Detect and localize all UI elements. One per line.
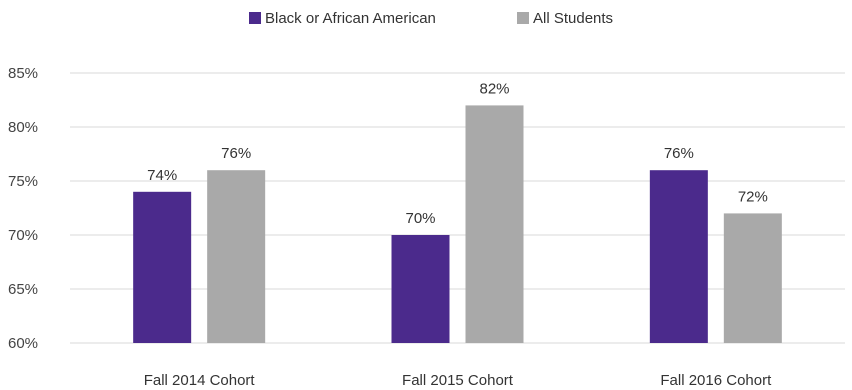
bars	[133, 105, 782, 344]
x-tick-label: Fall 2015 Cohort	[402, 372, 514, 389]
gridlines	[70, 72, 845, 344]
data-label: 72%	[738, 188, 768, 205]
data-label: 70%	[405, 210, 435, 227]
legend-label-series-1: All Students	[533, 10, 613, 27]
y-tick-label: 70%	[8, 227, 38, 244]
bar	[465, 105, 524, 344]
y-tick-label: 80%	[8, 119, 38, 136]
bar	[207, 170, 266, 343]
x-tick-label: Fall 2016 Cohort	[660, 372, 772, 389]
y-tick-label: 85%	[8, 65, 38, 82]
legend-swatch-series-0	[249, 12, 261, 24]
x-tick-label: Fall 2014 Cohort	[144, 372, 256, 389]
y-tick-label: 60%	[8, 335, 38, 352]
data-label: 74%	[147, 167, 177, 184]
x-axis: Fall 2014 Cohort Fall 2015 Cohort Fall 201…	[144, 372, 772, 389]
data-label: 82%	[479, 80, 509, 97]
bar	[723, 213, 782, 343]
bar	[391, 235, 450, 343]
bar	[649, 170, 708, 343]
data-labels: 74% 76% 70% 82% 76% 72%	[147, 80, 768, 227]
legend-label-series-0: Black or African American	[265, 10, 436, 27]
data-label: 76%	[664, 145, 694, 162]
y-axis: 60% 65% 70% 75% 80% 85%	[8, 65, 38, 352]
y-tick-label: 65%	[8, 281, 38, 298]
data-label: 76%	[221, 145, 251, 162]
y-tick-label: 75%	[8, 173, 38, 190]
legend-swatch-series-1	[517, 12, 529, 24]
legend: Black or African American All Students	[249, 10, 613, 27]
bar	[133, 191, 192, 343]
